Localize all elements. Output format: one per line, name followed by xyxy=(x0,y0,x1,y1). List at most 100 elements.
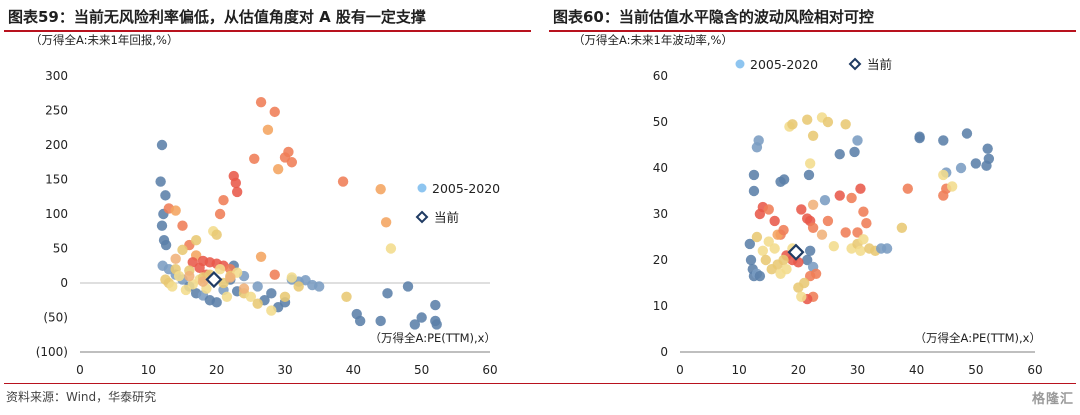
data-point xyxy=(881,243,893,254)
data-point xyxy=(184,270,195,282)
data-point xyxy=(819,195,831,206)
data-point xyxy=(230,177,241,189)
data-point xyxy=(211,229,222,240)
data-point xyxy=(938,135,949,146)
scatter-chart-return: （万得全A:未来1年回报,%）300250200150100500(50)(10… xyxy=(30,33,500,377)
data-point xyxy=(238,283,250,294)
data-point xyxy=(861,218,872,229)
chart-panel-left: 图表59：当前无风险利率偏低，从估值角度对 A 股有一定支撑 （万得全A:未来1… xyxy=(0,0,535,415)
data-point xyxy=(744,238,756,250)
chart-title-bar: 图表60：当前估值水平隐含的波动风险相对可控 xyxy=(549,4,1076,32)
data-point xyxy=(804,270,816,282)
x-tick-label: 20 xyxy=(791,363,806,377)
data-point xyxy=(807,130,819,141)
chart-title: 图表60：当前估值水平隐含的波动风险相对可控 xyxy=(553,8,874,26)
data-point xyxy=(778,254,789,266)
data-point xyxy=(430,299,441,311)
legend-series-label: 2005-2020 xyxy=(432,181,500,196)
data-point xyxy=(402,281,414,292)
legend-series-label: 2005-2020 xyxy=(750,57,818,72)
data-point xyxy=(341,291,352,302)
data-point xyxy=(160,239,172,251)
data-point xyxy=(822,215,834,227)
legend-current-swatch xyxy=(848,57,862,71)
data-point xyxy=(796,291,807,302)
data-point xyxy=(170,205,181,216)
data-point xyxy=(170,253,181,265)
data-point xyxy=(955,162,967,174)
x-tick-label: 60 xyxy=(1027,363,1042,377)
data-point xyxy=(855,245,866,256)
data-point xyxy=(194,262,205,274)
data-point xyxy=(751,231,763,243)
data-point xyxy=(245,291,257,302)
data-point xyxy=(807,222,819,233)
data-point xyxy=(938,169,949,181)
y-axis-label: （万得全A:未来1年波动率,%） xyxy=(573,33,733,47)
data-point xyxy=(160,190,171,201)
data-point xyxy=(416,312,427,323)
y-tick-label: 100 xyxy=(45,207,68,221)
data-point xyxy=(799,277,810,289)
y-tick-label: 250 xyxy=(45,104,68,118)
y-tick-label: 20 xyxy=(653,253,668,267)
data-point xyxy=(231,186,243,198)
legend-current-swatch xyxy=(415,210,429,224)
x-tick-label: 40 xyxy=(909,363,924,377)
chart-panel-right: 图表60：当前估值水平隐含的波动风险相对可控 （万得全A:未来1年波动率,%） 6… xyxy=(545,0,1080,415)
data-point xyxy=(269,269,280,280)
x-axis-label: （万得全A:PE(TTM),x） xyxy=(370,331,496,345)
y-tick-label: (100) xyxy=(36,345,68,359)
chart-title-bar: 图表59：当前无风险利率偏低，从估值角度对 A 股有一定支撑 xyxy=(4,4,531,32)
legend-current-label: 当前 xyxy=(867,57,892,72)
data-point xyxy=(745,254,757,266)
data-point xyxy=(803,169,815,181)
data-point xyxy=(981,160,992,171)
data-point xyxy=(252,298,263,309)
data-point xyxy=(840,119,851,130)
data-point xyxy=(266,288,277,299)
data-point xyxy=(855,183,866,194)
data-point xyxy=(354,315,366,327)
data-point xyxy=(177,244,188,256)
data-point xyxy=(313,281,325,292)
data-point xyxy=(778,224,789,236)
x-tick-label: 10 xyxy=(141,363,156,377)
data-point xyxy=(982,143,993,154)
y-tick-label: 150 xyxy=(45,173,68,187)
data-point xyxy=(218,195,229,206)
data-point xyxy=(834,149,845,160)
current-marker xyxy=(205,270,223,289)
y-tick-label: 40 xyxy=(653,161,668,175)
data-point xyxy=(155,176,166,187)
y-tick-label: 300 xyxy=(45,69,68,83)
data-point xyxy=(255,97,267,108)
x-tick-label: 50 xyxy=(968,363,983,377)
data-point xyxy=(167,281,178,292)
data-point xyxy=(816,229,828,240)
x-axis-label: （万得全A:PE(TTM),x） xyxy=(915,331,1041,345)
data-point xyxy=(834,190,845,201)
data-point xyxy=(807,199,819,210)
data-point xyxy=(177,220,188,231)
data-point xyxy=(896,222,908,233)
data-point xyxy=(190,235,202,246)
data-point xyxy=(262,124,274,136)
data-point xyxy=(337,176,349,187)
x-tick-label: 0 xyxy=(676,363,684,377)
y-tick-label: 200 xyxy=(45,138,68,152)
data-point xyxy=(804,245,816,256)
x-tick-label: 40 xyxy=(346,363,361,377)
chart-title: 图表59：当前无风险利率偏低，从估值角度对 A 股有一定支撑 xyxy=(8,8,426,26)
data-point xyxy=(380,217,392,228)
data-point xyxy=(914,131,925,142)
data-point xyxy=(252,281,263,292)
y-tick-label: 30 xyxy=(653,207,668,221)
data-point xyxy=(286,157,298,168)
data-point xyxy=(840,227,851,238)
data-point xyxy=(796,204,807,215)
y-tick-label: 60 xyxy=(653,69,668,83)
data-point xyxy=(769,243,780,254)
data-point xyxy=(409,319,421,330)
data-point xyxy=(763,204,774,215)
